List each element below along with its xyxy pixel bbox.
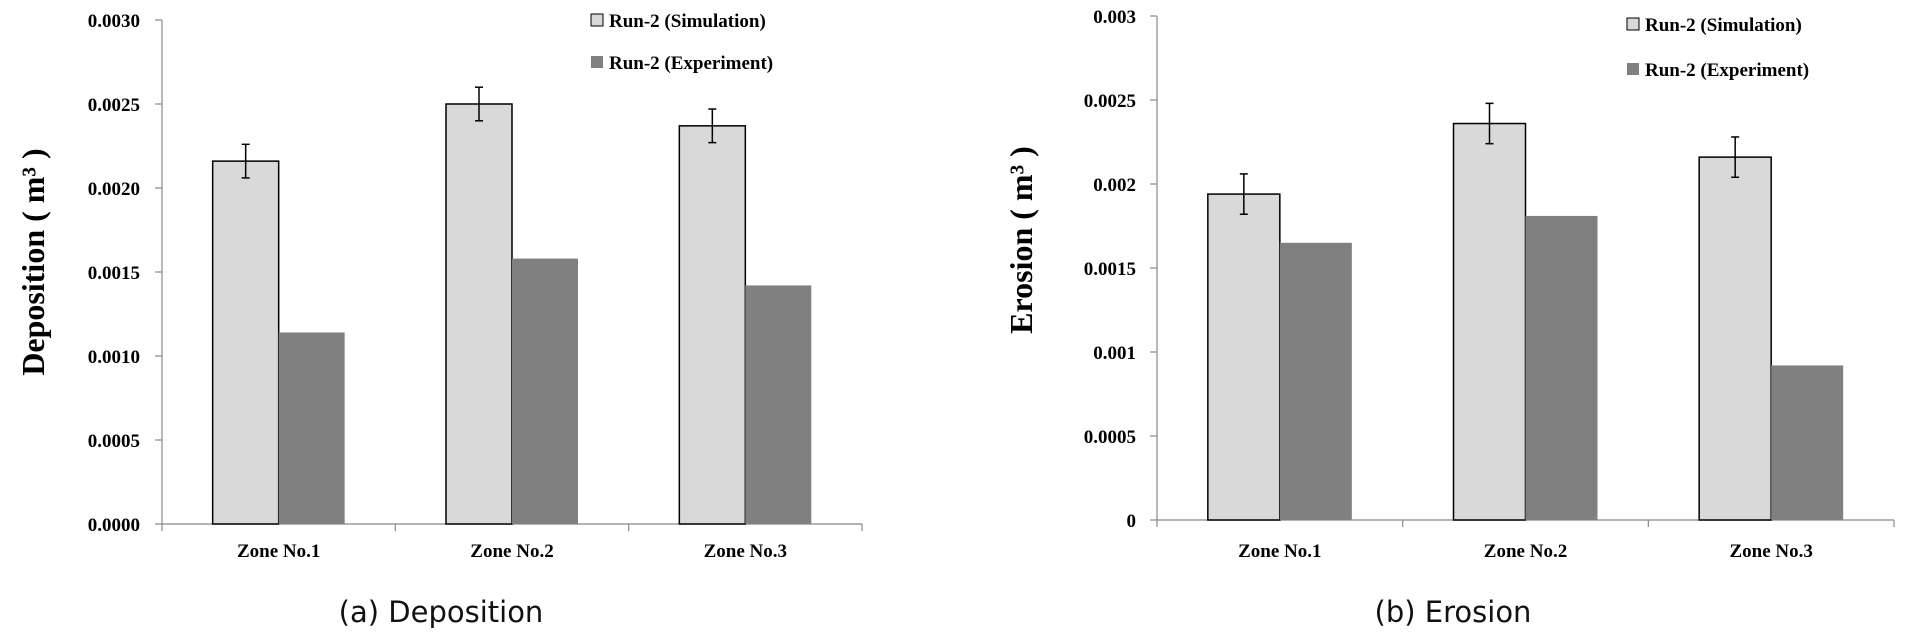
erosion-y-tick-label: 0.003 [1093,7,1136,28]
deposition-y-tick-label: 0.0000 [88,515,140,536]
erosion-y-axis-label: Erosion ( m³ ) [1003,146,1039,334]
deposition-error-bar [708,108,717,144]
deposition-y-tick-label: 0.0025 [88,95,140,116]
erosion-y-tick-label: 0 [1127,511,1137,532]
erosion-error-bar [1239,173,1248,215]
legend-label-experiment: Run-2 (Experiment) [1645,60,1809,81]
erosion-bar-experiment [1279,242,1352,521]
legend-swatch-experiment [591,56,603,68]
erosion-category-label: Zone No.2 [1484,541,1567,562]
erosion-bar-simulation [1207,193,1281,521]
deposition-chart: Deposition ( m³ ) (a) Deposition Run-2 (… [15,11,863,629]
legend-label-experiment: Run-2 (Experiment) [609,53,773,74]
deposition-bar-simulation [445,103,513,525]
legend-swatch-simulation [590,13,604,27]
erosion-y-tick-label: 0.001 [1093,343,1136,364]
erosion-bar-simulation [1698,156,1772,521]
deposition-category-label: Zone No.1 [237,541,320,562]
legend-swatch-experiment [1627,63,1639,75]
deposition-y-tick-label: 0.0020 [88,179,140,200]
erosion-error-bar [1731,136,1740,179]
deposition-y-tick-label: 0.0015 [88,263,140,284]
deposition-caption: (a) Deposition [339,595,544,629]
deposition-y-tick-label: 0.0030 [88,11,140,32]
erosion-caption: (b) Erosion [1375,595,1532,629]
legend-label-simulation: Run-2 (Simulation) [609,11,766,32]
deposition-bar-simulation [211,160,280,525]
deposition-bar-simulation [678,125,747,525]
deposition-y-axis-label: Deposition ( m³ ) [15,148,51,375]
erosion-legend: Run-2 (Simulation) Run-2 (Experiment) [1626,15,1809,81]
erosion-bar-simulation [1452,122,1527,521]
legend-label-simulation: Run-2 (Simulation) [1645,15,1802,36]
deposition-legend: Run-2 (Simulation) Run-2 (Experiment) [590,11,773,74]
deposition-bar-experiment [278,332,345,524]
erosion-y-tick-label: 0.0015 [1084,259,1136,280]
deposition-category-label: Zone No.2 [470,541,553,562]
erosion-bar-experiment [1771,365,1844,520]
erosion-y-tick-label: 0.0005 [1084,427,1136,448]
erosion-category-label: Zone No.1 [1238,541,1321,562]
erosion-chart: Erosion ( m³ ) (b) Erosion Run-2 (Simula… [1003,7,1895,629]
erosion-y-tick-label: 0.002 [1093,175,1136,196]
legend-swatch-simulation [1626,17,1640,31]
erosion-category-label: Zone No.3 [1729,541,1812,562]
deposition-error-bar [475,86,483,122]
deposition-bar-experiment [745,285,812,524]
deposition-error-bar [241,143,250,179]
deposition-bar-experiment [512,258,578,524]
deposition-y-tick-label: 0.0005 [88,431,140,452]
deposition-y-tick-label: 0.0010 [88,347,140,368]
erosion-y-tick-label: 0.0025 [1084,91,1136,112]
erosion-bar-experiment [1525,215,1598,521]
deposition-category-label: Zone No.3 [704,541,787,562]
erosion-error-bar [1485,102,1494,145]
